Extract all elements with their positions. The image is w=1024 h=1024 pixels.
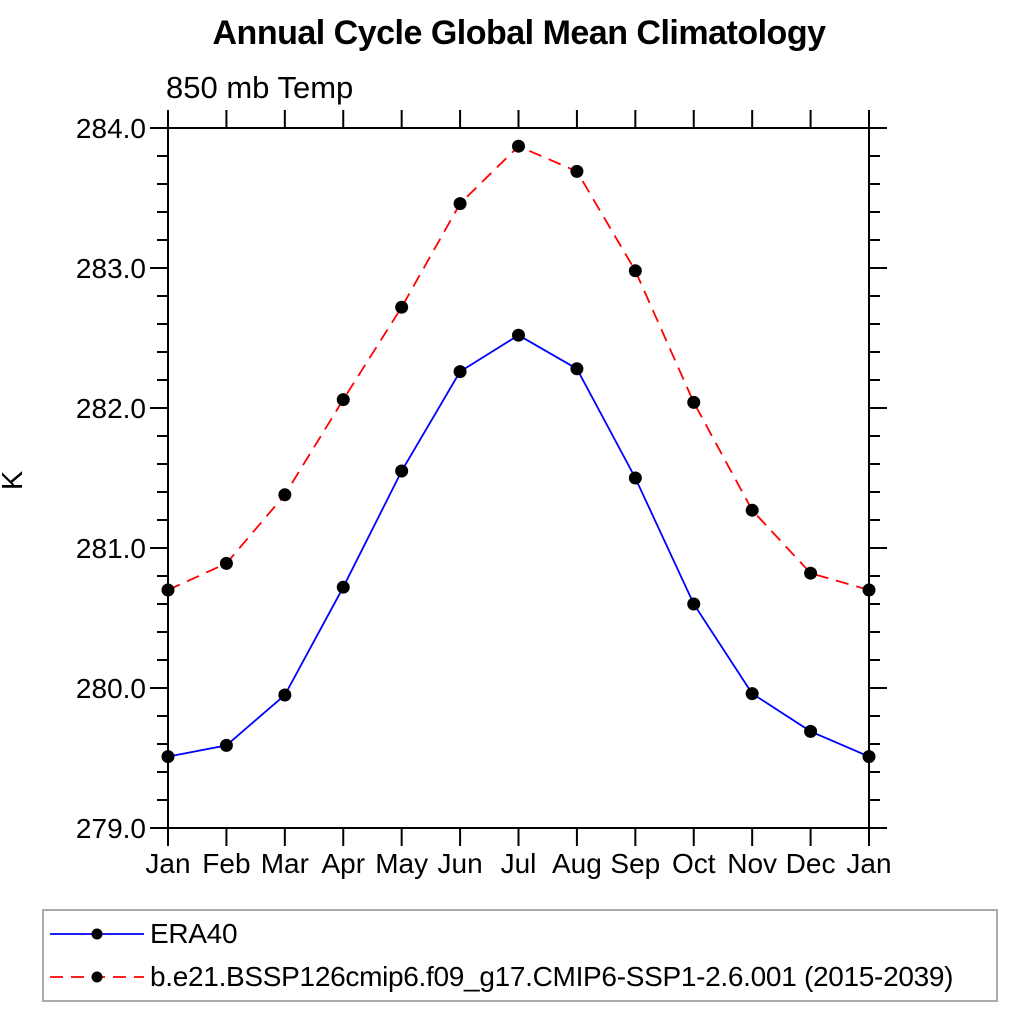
y-tick-label: 281.0 bbox=[76, 533, 146, 564]
data-point-marker bbox=[395, 464, 409, 478]
x-axis-month-label: Jul bbox=[501, 848, 537, 879]
data-point-marker bbox=[161, 750, 175, 764]
legend-item-era40: ERA40 bbox=[44, 914, 996, 954]
data-point-marker bbox=[570, 362, 584, 376]
y-tick-label: 284.0 bbox=[76, 113, 146, 144]
data-point-marker bbox=[862, 750, 876, 764]
data-point-marker bbox=[628, 264, 642, 278]
series-line-era40 bbox=[167, 334, 870, 758]
y-tick-label: 282.0 bbox=[76, 393, 146, 424]
data-point-marker bbox=[219, 738, 233, 752]
legend-line-sample-model bbox=[50, 971, 144, 983]
x-axis-month-label: Dec bbox=[786, 848, 836, 879]
data-point-marker bbox=[453, 365, 467, 379]
chart-title: Annual Cycle Global Mean Climatology bbox=[212, 14, 827, 52]
y-tick-label: 280.0 bbox=[76, 673, 146, 704]
legend-label-era40: ERA40 bbox=[150, 918, 238, 949]
legend-marker-era40 bbox=[91, 928, 103, 940]
data-point-marker bbox=[219, 556, 233, 570]
x-axis-month-label: Jan bbox=[846, 848, 891, 879]
x-axis-month-label: Feb bbox=[202, 848, 250, 879]
data-point-marker bbox=[745, 687, 759, 701]
x-axis-month-label: Jan bbox=[145, 848, 190, 879]
data-point-marker bbox=[453, 197, 467, 211]
data-point-marker bbox=[161, 583, 175, 597]
data-point-marker bbox=[687, 395, 701, 409]
data-point-marker bbox=[336, 580, 350, 594]
data-point-marker bbox=[628, 471, 642, 485]
x-axis-month-label: Apr bbox=[321, 848, 365, 879]
data-point-marker bbox=[687, 597, 701, 611]
data-point-marker bbox=[804, 724, 818, 738]
data-point-marker bbox=[570, 164, 584, 178]
legend-marker-model bbox=[91, 971, 103, 983]
legend-item-model: b.e21.BSSP126cmip6.f09_g17.CMIP6-SSP1-2.… bbox=[44, 957, 996, 997]
data-point-marker bbox=[862, 583, 876, 597]
legend: ERA40 b.e21.BSSP126cmip6.f09_g17.CMIP6-S… bbox=[42, 909, 998, 1002]
data-point-marker bbox=[512, 139, 525, 153]
data-point-marker bbox=[804, 566, 818, 580]
data-point-marker bbox=[745, 503, 759, 517]
chart-subtitle: 850 mb Temp bbox=[166, 70, 354, 105]
x-axis-month-label: May bbox=[375, 848, 428, 879]
x-axis-month-label: Mar bbox=[261, 848, 309, 879]
legend-label-model: b.e21.BSSP126cmip6.f09_g17.CMIP6-SSP1-2.… bbox=[150, 961, 954, 992]
y-tick-label: 283.0 bbox=[76, 253, 146, 284]
data-point-marker bbox=[336, 393, 350, 407]
y-tick-label: 279.0 bbox=[76, 813, 146, 844]
series-line-model bbox=[167, 145, 870, 591]
x-axis-month-label: Oct bbox=[672, 848, 716, 879]
data-point-marker bbox=[278, 488, 292, 502]
x-axis-month-label: Nov bbox=[727, 848, 777, 879]
x-axis-month-label: Sep bbox=[610, 848, 660, 879]
data-point-marker bbox=[395, 300, 409, 314]
data-point-marker bbox=[278, 688, 292, 702]
data-point-marker bbox=[512, 328, 525, 342]
x-axis-month-label: Jun bbox=[438, 848, 483, 879]
legend-line-sample-era40 bbox=[50, 928, 144, 940]
x-axis-month-label: Aug bbox=[552, 848, 602, 879]
